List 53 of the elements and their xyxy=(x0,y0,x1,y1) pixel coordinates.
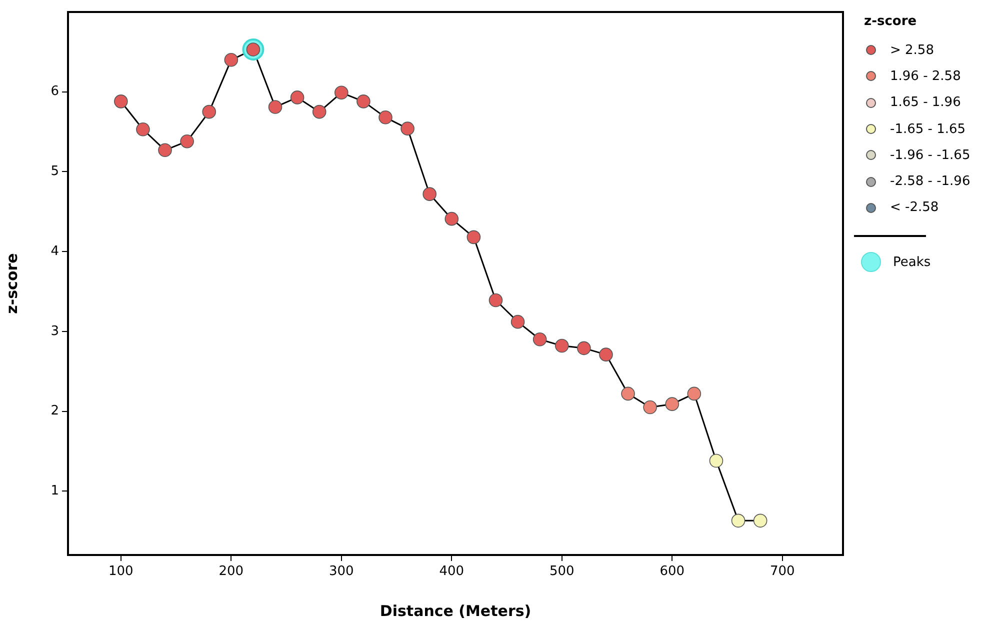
point xyxy=(753,514,768,528)
legend-label: 1.96 - 2.58 xyxy=(890,68,961,84)
x-tick-label: 400 xyxy=(439,564,464,580)
point xyxy=(378,110,392,124)
legend-label: 1.65 - 1.96 xyxy=(890,95,961,110)
x-tick-label: 300 xyxy=(328,564,354,580)
point xyxy=(356,94,370,108)
point xyxy=(532,332,547,346)
y-tick-label: 2 xyxy=(50,404,59,419)
point xyxy=(202,104,216,119)
point xyxy=(466,230,481,244)
legend-label: -1.65 - 1.65 xyxy=(890,122,966,137)
point xyxy=(599,348,613,362)
y-tick-label: 6 xyxy=(50,84,59,100)
point xyxy=(554,338,569,353)
y-tick-label: 1 xyxy=(50,483,59,498)
y-tick-label: 5 xyxy=(50,164,59,180)
x-tick-label: 500 xyxy=(549,564,574,580)
legend-label: Peaks xyxy=(893,254,931,270)
point xyxy=(180,134,194,148)
point xyxy=(224,53,238,67)
legend-title: z-score xyxy=(864,14,918,29)
point xyxy=(665,397,680,411)
point xyxy=(422,187,436,201)
point xyxy=(114,94,128,108)
y-tick-label: 4 xyxy=(50,244,59,259)
point xyxy=(158,143,172,158)
point xyxy=(444,212,459,226)
x-tick-label: 200 xyxy=(218,564,244,580)
x-tick-label: 700 xyxy=(770,564,795,580)
point xyxy=(621,386,635,401)
x-axis-title: Distance (Meters) xyxy=(380,602,532,620)
y-tick-label: 3 xyxy=(50,324,59,339)
y-axis-title: z-score xyxy=(2,253,21,314)
point xyxy=(312,104,326,119)
point xyxy=(334,86,348,100)
point xyxy=(400,122,414,136)
point xyxy=(488,293,503,308)
point xyxy=(577,341,591,356)
point xyxy=(643,400,657,414)
point xyxy=(290,90,304,104)
point xyxy=(687,386,702,401)
point xyxy=(136,122,150,136)
x-tick-label: 600 xyxy=(660,564,685,580)
point xyxy=(268,100,282,114)
legend-label: < -2.58 xyxy=(890,200,939,216)
point xyxy=(510,314,525,329)
legend-label: -1.96 - -1.65 xyxy=(890,148,970,163)
legend-label: > 2.58 xyxy=(890,42,934,58)
x-tick-label: 100 xyxy=(108,564,134,580)
point xyxy=(709,454,724,468)
point xyxy=(731,514,746,528)
legend-label: -2.58 - -1.96 xyxy=(890,174,970,190)
